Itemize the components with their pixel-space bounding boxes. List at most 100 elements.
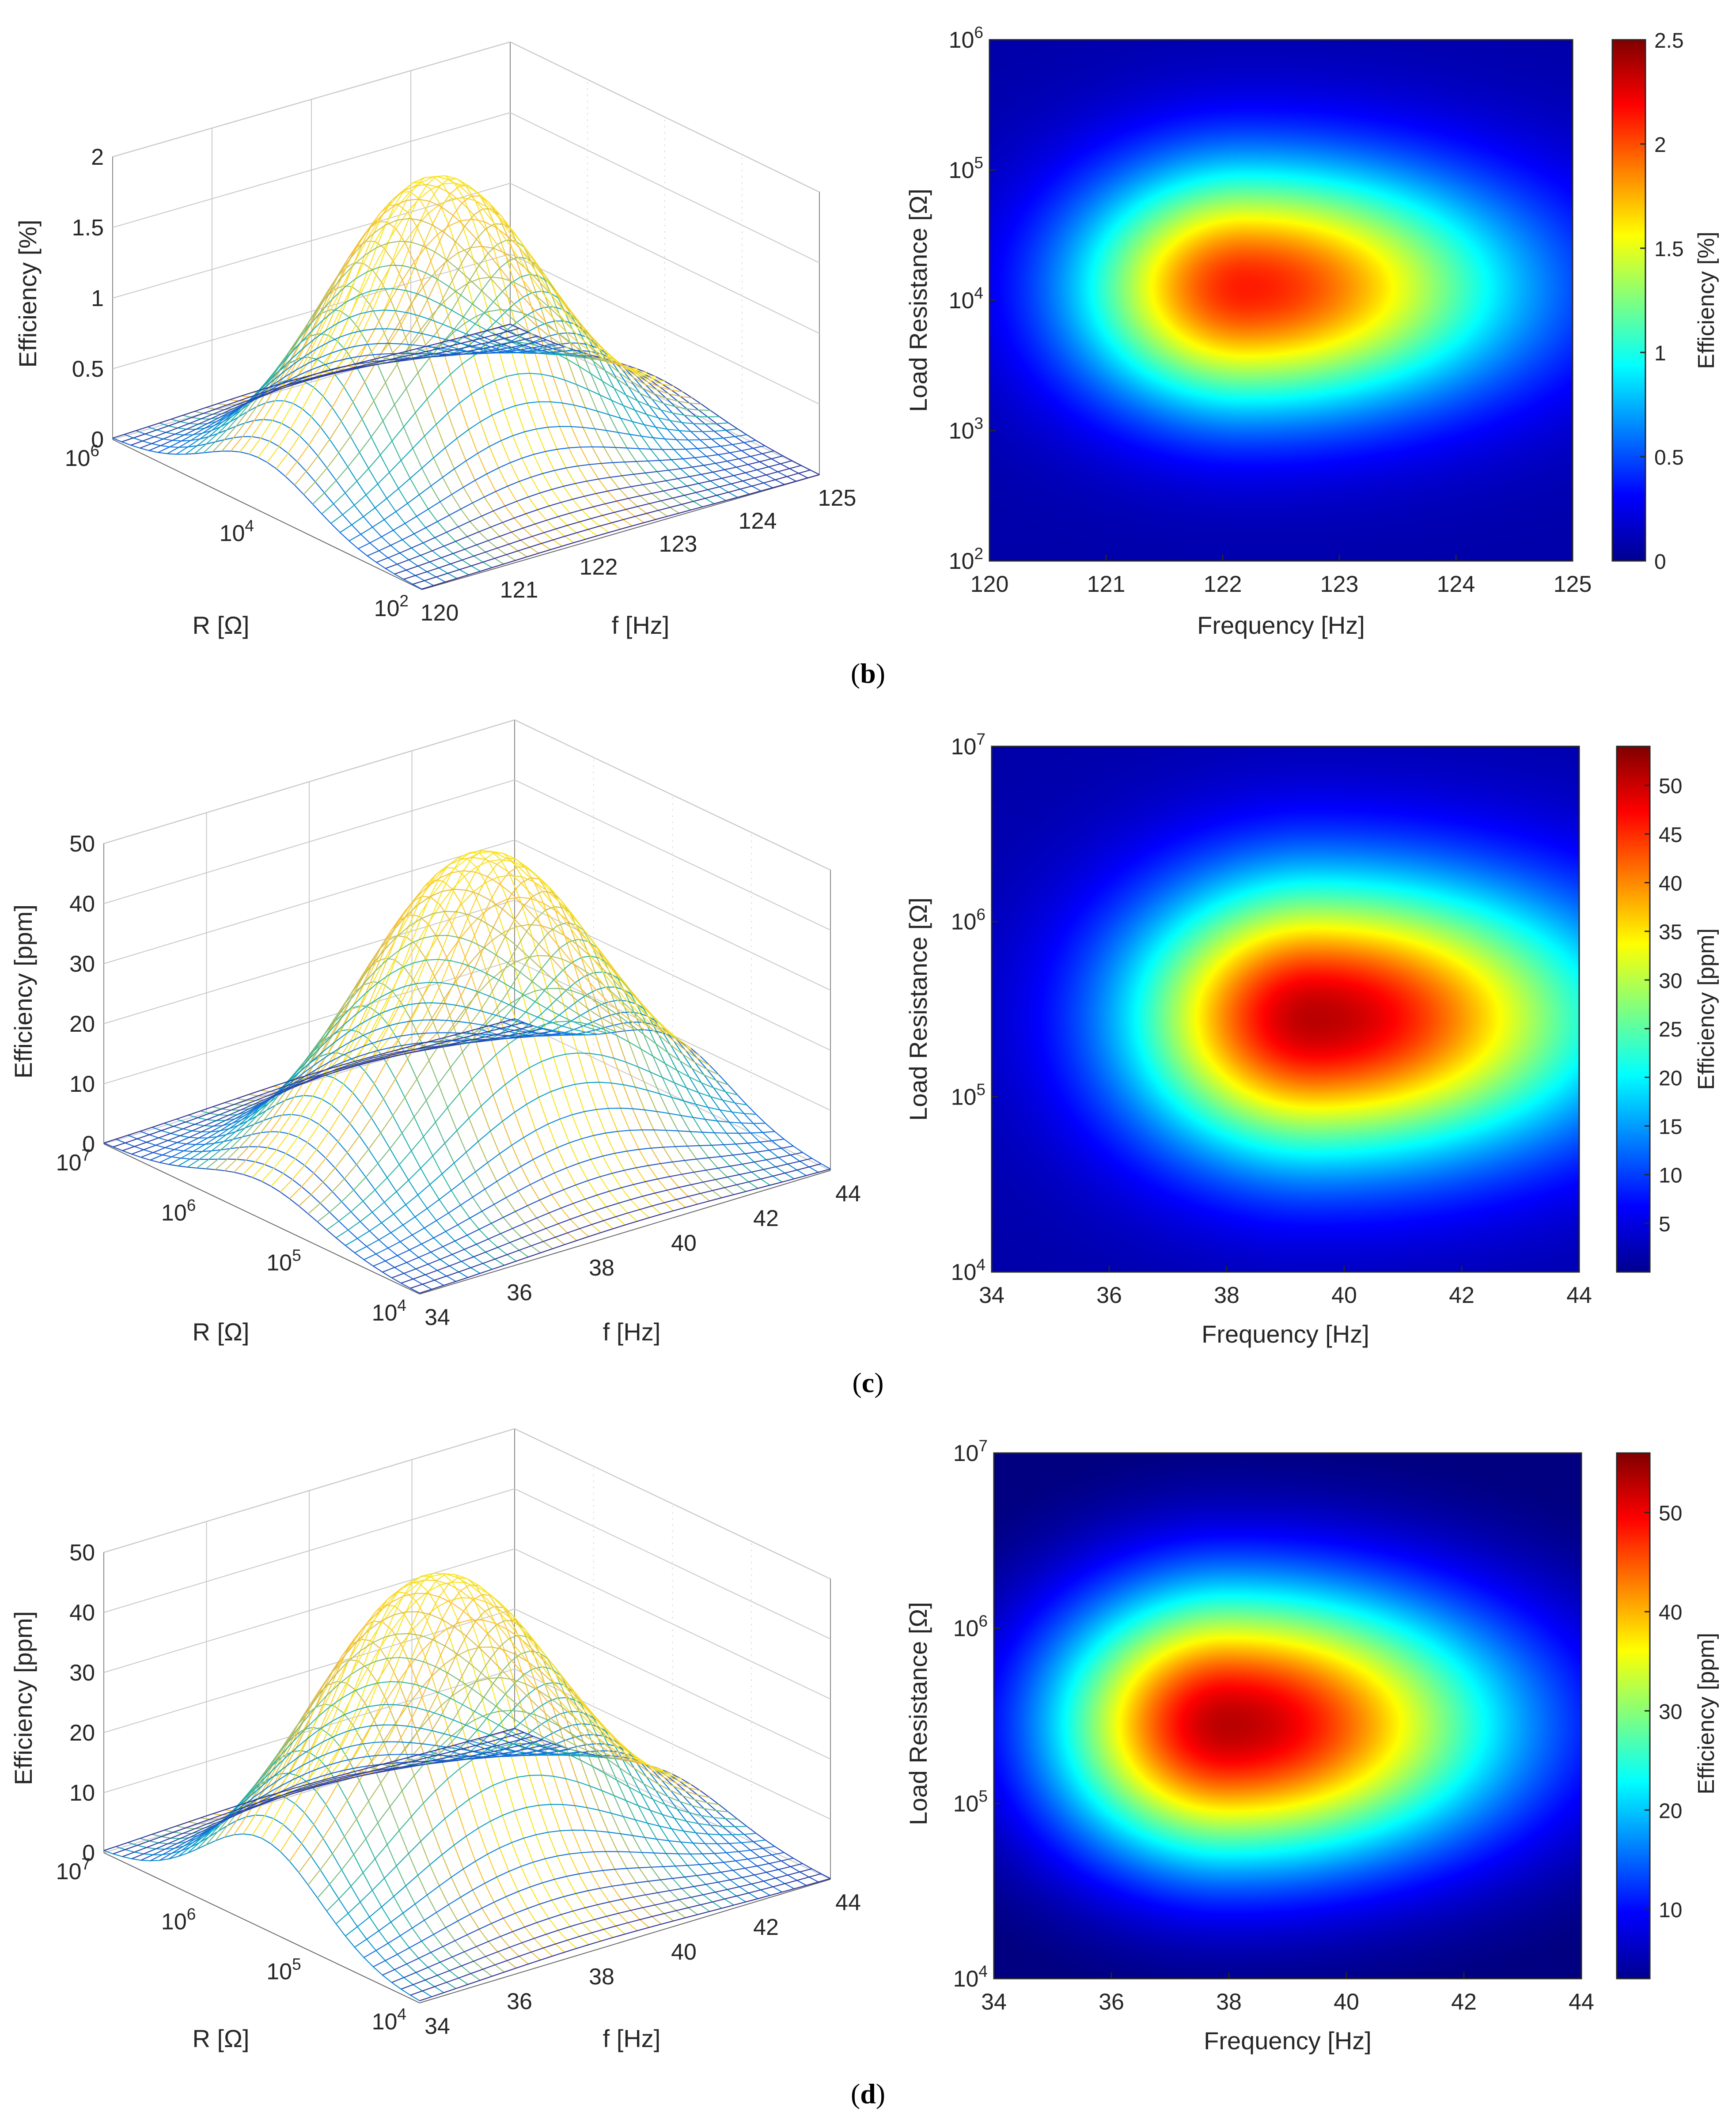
- mesh-line-r-c-20: [233, 870, 645, 1173]
- mesh-line-r-b-17: [267, 182, 665, 463]
- mesh-line-r-b-6: [367, 445, 765, 556]
- z-tick-d-2: 20: [69, 1720, 95, 1746]
- r-tick-c-3: 107: [56, 1146, 91, 1176]
- r-tick-d-0-base: 10: [372, 2009, 398, 2035]
- surface-xlabel-c: f [Hz]: [603, 1318, 661, 1346]
- cb-tick-b-2: 1: [1654, 342, 1666, 365]
- heatmap-image-c: [992, 746, 1579, 1272]
- cb-tick-c-7: 40: [1659, 872, 1682, 896]
- cb-tick-b-0: 0: [1654, 550, 1666, 574]
- surface-axes-b: [112, 41, 820, 590]
- r-tick-d-1-base: 10: [266, 1959, 292, 1985]
- r-tick-c-2-exp: 6: [187, 1196, 196, 1214]
- mesh-line-r-b-13: [303, 276, 701, 495]
- hx-tick-b-0: 120: [970, 571, 1009, 597]
- mesh-line-r-b-3: [394, 460, 792, 575]
- f-axis-b: [421, 474, 820, 590]
- hx-tick-c-1: 36: [1096, 1283, 1122, 1308]
- mesh-line-r-c-0: [419, 1168, 831, 1294]
- heatmap-frame-c: [991, 746, 1580, 1273]
- mesh-line-f-d-6: [176, 1703, 493, 1977]
- mesh-line-r-c-27: [168, 1019, 580, 1165]
- r-tick-b-2-base: 10: [65, 446, 91, 471]
- heatmap-xlabel-c: Frequency [Hz]: [1202, 1320, 1369, 1348]
- r-tick-b-2-exp: 6: [90, 442, 99, 460]
- r-tick-d-0: 104: [372, 2005, 406, 2035]
- cb-tick-c-2: 15: [1659, 1115, 1682, 1139]
- mesh-line-r-d-10: [326, 1743, 738, 1911]
- hx-tick-d-0: 34: [981, 1989, 1007, 2015]
- mesh-line-f-b-1: [124, 434, 434, 586]
- z-grid-c-5: [103, 719, 831, 870]
- cb-tick-c-6: 35: [1659, 921, 1682, 944]
- mesh-line-f-c-0: [103, 1142, 420, 1294]
- surface-mesh-b: [112, 175, 820, 590]
- hy-tick-b-2: 104: [949, 284, 983, 314]
- caption-c: (c): [852, 1367, 883, 1398]
- mesh-line-r-c-15: [280, 874, 692, 1192]
- surface-axes-c: [103, 719, 831, 1294]
- z-tick-d-5: 50: [69, 1540, 95, 1566]
- caption-letter-c: c: [862, 1367, 874, 1398]
- z-tick-c-4: 40: [69, 891, 95, 917]
- mesh-line-r-c-9: [336, 1052, 747, 1238]
- mesh-line-r-b-8: [349, 426, 747, 541]
- hx-tick-b-3: 123: [1320, 571, 1359, 597]
- hy-tick-d-2-exp: 6: [978, 1612, 988, 1630]
- z-tick-b-1: 0.5: [72, 356, 104, 382]
- surface-ylabel-b: R [Ω]: [193, 611, 250, 639]
- surface-axes-d: [103, 1428, 831, 2003]
- r-tick-d-1-exp: 5: [292, 1955, 301, 1973]
- f-tick-c-1: 36: [507, 1280, 532, 1306]
- f-tick-b-0: 120: [421, 600, 459, 626]
- surface-mesh-d: [103, 1573, 831, 2002]
- hy-tick-c-1-base: 10: [951, 1084, 977, 1110]
- heatmap-ylabel-b: Load Resistance [Ω]: [904, 189, 932, 412]
- mesh-line-r-d-9: [335, 1775, 747, 1924]
- mesh-line-r-c-10: [326, 1021, 738, 1230]
- hy-tick-c-2: 106: [951, 905, 986, 935]
- r-tick-c-0-exp: 4: [397, 1296, 406, 1314]
- cb-tick-d-4: 50: [1659, 1502, 1682, 1525]
- wall-outline-d: [103, 1428, 831, 1879]
- mesh-line-r-b-34: [112, 323, 511, 439]
- hy-tick-b-3-base: 10: [949, 158, 974, 183]
- mesh-line-r-b-5: [376, 450, 774, 563]
- mesh-line-r-b-33: [121, 328, 519, 443]
- surface-zlabel-d: Efficiency [ppm]: [9, 1611, 37, 1785]
- mesh-line-f-d-5: [164, 1726, 481, 1981]
- hx-tick-c-5: 44: [1566, 1283, 1592, 1308]
- cb-tick-b-1: 0.5: [1654, 446, 1684, 469]
- z-tick-b-4: 2: [91, 144, 104, 170]
- f-tick-d-1: 36: [507, 1989, 532, 2014]
- mesh-line-r-d-2: [401, 1868, 812, 1990]
- z-grid-d-2: [103, 1608, 831, 1760]
- mesh-line-f-c-28: [442, 955, 758, 1189]
- mesh-line-r-b-30: [148, 339, 547, 451]
- hy-tick-d-0-base: 10: [953, 1966, 979, 1992]
- mesh-line-f-c-23: [381, 877, 698, 1205]
- mesh-line-r-c-3: [391, 1152, 803, 1279]
- mesh-line-r-d-7: [354, 1829, 766, 1948]
- mesh-line-r-d-15: [280, 1597, 691, 1852]
- mesh-line-r-c-30: [140, 1030, 552, 1158]
- z-grid-d-5: [103, 1428, 831, 1579]
- surface-ylabel-c: R [Ω]: [193, 1318, 250, 1346]
- r-tick-c-1-base: 10: [266, 1250, 292, 1276]
- z-tick-d-1: 10: [69, 1780, 95, 1806]
- r-tick-d-0-exp: 4: [397, 2005, 406, 2023]
- f-tick-d-5: 44: [835, 1890, 861, 1915]
- mesh-line-r-b-11: [321, 342, 720, 515]
- r-tick-c-0: 104: [372, 1296, 406, 1326]
- z-grid-d-3: [103, 1548, 831, 1699]
- f-tick-c-5: 44: [835, 1181, 861, 1207]
- mesh-line-r-d-29: [150, 1746, 561, 1862]
- mesh-line-r-c-5: [373, 1139, 785, 1267]
- mesh-line-f-b-3: [148, 400, 457, 579]
- mesh-line-f-b-4: [159, 379, 469, 575]
- hx-tick-d-4: 42: [1451, 1989, 1477, 2015]
